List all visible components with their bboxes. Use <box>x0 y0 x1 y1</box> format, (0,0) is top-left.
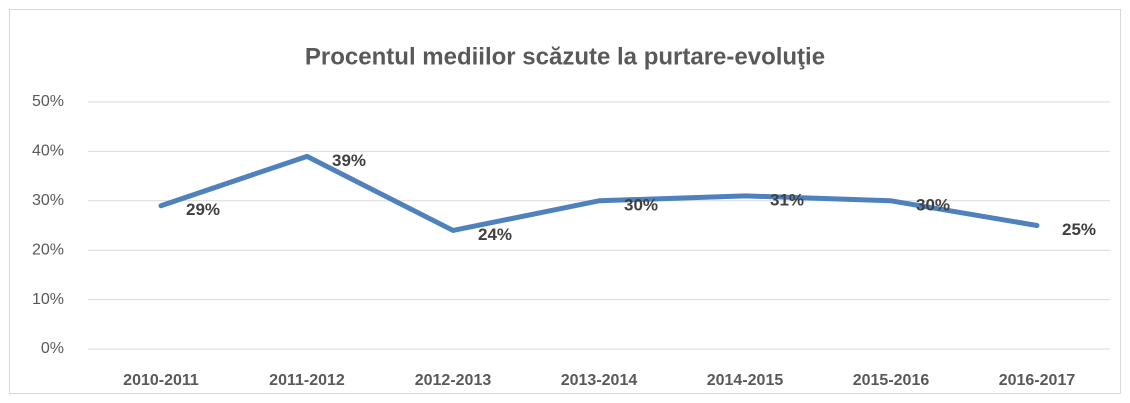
data-label: 39% <box>332 151 366 170</box>
data-label: 24% <box>478 225 512 244</box>
data-label: 29% <box>186 200 220 219</box>
data-label: 30% <box>624 195 658 214</box>
x-tick-label: 2014-2015 <box>707 372 784 389</box>
x-tick-label: 2015-2016 <box>853 372 930 389</box>
x-tick-label: 2010-2011 <box>123 372 199 389</box>
data-line <box>158 153 1040 233</box>
data-label: 31% <box>770 190 804 209</box>
x-tick-label: 2016-2017 <box>999 372 1076 389</box>
chart-border <box>9 9 1121 394</box>
chart-title: Procentul mediilor scăzute la purtare-ev… <box>305 43 825 70</box>
y-tick-label: 40% <box>32 143 64 160</box>
y-tick-label: 20% <box>32 241 64 258</box>
data-label: 30% <box>916 195 950 214</box>
y-tick-label: 30% <box>32 192 64 209</box>
y-tick-label: 10% <box>32 291 64 308</box>
x-tick-label: 2013-2014 <box>561 372 638 389</box>
y-tick-label: 50% <box>32 93 64 110</box>
data-label: 25% <box>1062 220 1096 239</box>
x-tick-label: 2012-2013 <box>415 372 492 389</box>
y-tick-label: 0% <box>41 340 64 357</box>
x-tick-label: 2011-2012 <box>269 372 345 389</box>
